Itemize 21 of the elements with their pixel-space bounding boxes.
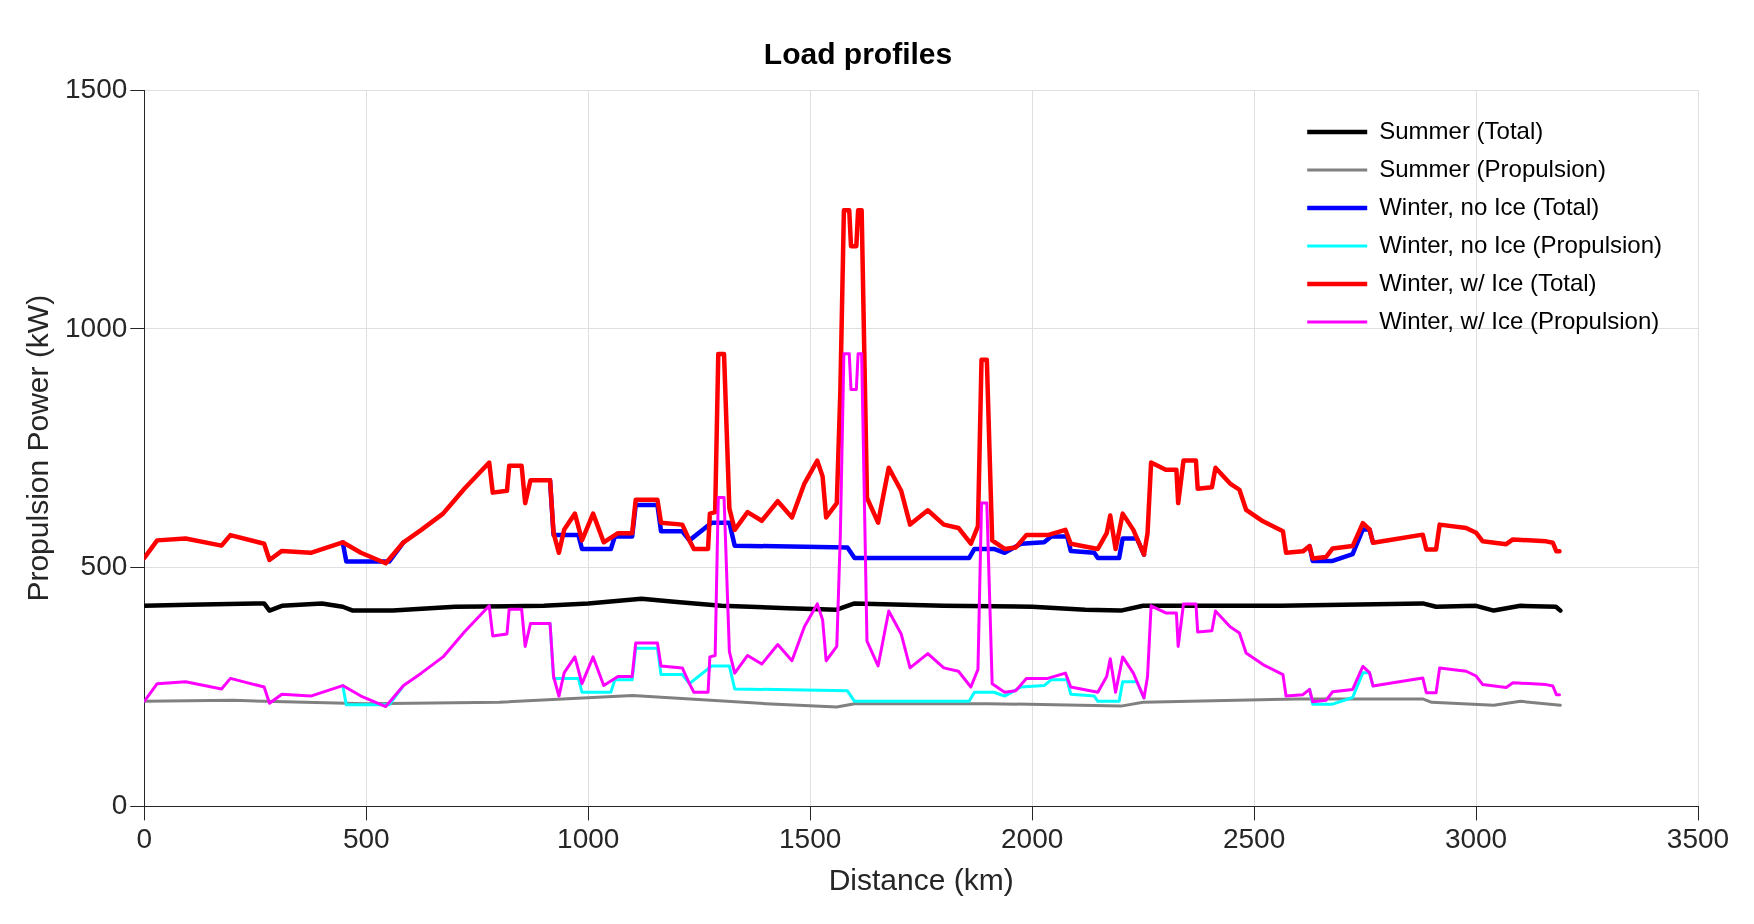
- x-axis-title: Distance (km): [828, 863, 1014, 897]
- x-tick-label: 2000: [1000, 822, 1064, 854]
- x-tick-label: 3000: [1444, 822, 1508, 854]
- chart-title: Load profiles: [763, 37, 953, 71]
- legend-label: Summer (Total): [1379, 116, 1544, 144]
- legend-label: Winter, w/ Ice (Total): [1379, 268, 1597, 296]
- legend-label: Winter, no Ice (Total): [1379, 192, 1600, 220]
- legend-label: Winter, no Ice (Propulsion): [1379, 230, 1663, 258]
- x-tick-label: 500: [342, 822, 390, 854]
- x-tick-label: 0: [136, 822, 153, 854]
- x-tick-label: 3500: [1666, 822, 1730, 854]
- x-tick-label: 1500: [779, 822, 842, 854]
- x-tick-label: 2500: [1222, 822, 1286, 854]
- y-tick-label: 0: [111, 789, 128, 821]
- legend-label: Summer (Propulsion): [1379, 154, 1606, 182]
- y-tick-label: 1000: [64, 311, 128, 343]
- y-tick-label: 1500: [64, 72, 128, 104]
- y-tick-label: 500: [80, 550, 128, 582]
- x-tick-label: 1000: [557, 822, 620, 854]
- y-axis-title: Propulsion Power (kW): [21, 294, 55, 602]
- legend-label: Winter, w/ Ice (Propulsion): [1379, 306, 1660, 334]
